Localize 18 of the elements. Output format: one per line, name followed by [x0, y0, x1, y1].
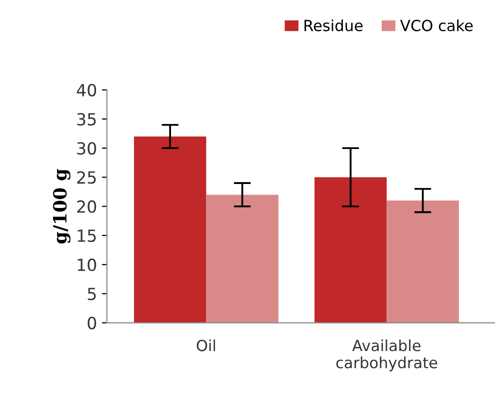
bar	[134, 136, 206, 323]
x-tick-label: Oil	[196, 339, 216, 352]
y-tick-label: 35	[77, 112, 96, 126]
y-tick-label: 40	[76, 84, 96, 96]
y-tick-label: 30	[77, 142, 96, 155]
y-tick-label: 0	[88, 316, 96, 330]
bar	[314, 177, 387, 323]
x-tick-label: Available carbohydrate	[336, 339, 438, 372]
y-tick-label: 20	[77, 200, 96, 213]
y-tick-label: 5	[88, 288, 96, 300]
y-tick-label: 15	[78, 230, 96, 242]
y-tick-label: 25	[77, 171, 96, 184]
bar	[206, 194, 278, 323]
legend-label: Residue	[304, 19, 363, 32]
legend-label: VCO cake	[400, 19, 473, 32]
bar	[386, 200, 459, 323]
y-axis-title: g/100 g	[53, 168, 70, 244]
y-tick-label: 10	[78, 258, 96, 272]
